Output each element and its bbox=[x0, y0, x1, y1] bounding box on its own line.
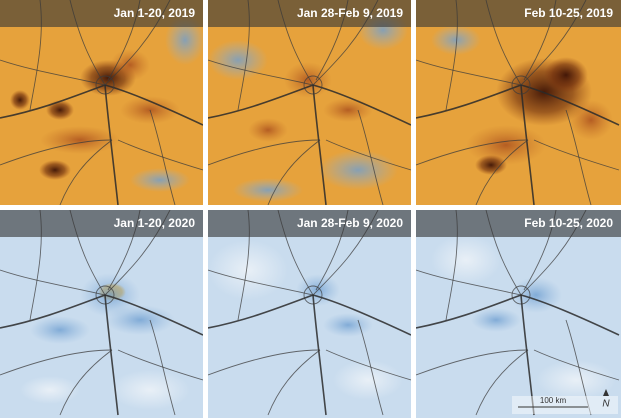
map-content: Feb 10-25, 2019 bbox=[416, 0, 621, 205]
panel-label: Jan 1-20, 2020 bbox=[114, 216, 196, 230]
concentration-area bbox=[323, 313, 373, 337]
concentration-area bbox=[10, 90, 30, 110]
concentration-area bbox=[165, 15, 203, 65]
concentration-area bbox=[39, 160, 71, 180]
map-panel: Jan 28-Feb 9, 2019 bbox=[208, 0, 411, 205]
concentration-area bbox=[80, 273, 140, 317]
concentration-area bbox=[20, 376, 80, 404]
map-content: Jan 28-Feb 9, 2019 bbox=[208, 0, 411, 205]
map-content: Jan 28-Feb 9, 2020 bbox=[208, 210, 411, 418]
concentration-area bbox=[130, 168, 190, 192]
label-bar bbox=[416, 210, 621, 237]
concentration-area bbox=[46, 100, 74, 120]
concentration-area bbox=[208, 40, 268, 80]
concentration-area bbox=[248, 118, 288, 142]
label-bar bbox=[208, 210, 411, 237]
label-bar bbox=[416, 0, 621, 27]
map-panel: Jan 1-20, 2019 bbox=[0, 0, 203, 205]
concentration-area bbox=[284, 62, 332, 98]
concentration-area bbox=[110, 370, 190, 410]
map-panel: Jan 1-20, 2020 bbox=[0, 210, 203, 418]
concentration-area bbox=[510, 277, 562, 313]
label-bar bbox=[0, 210, 203, 237]
north-arrow bbox=[603, 389, 609, 396]
scale-label: 100 km bbox=[540, 396, 567, 405]
map-panel: Feb 10-25, 2020 bbox=[416, 210, 621, 418]
concentration-area bbox=[30, 316, 90, 344]
concentration-area bbox=[431, 235, 501, 285]
concentration-area bbox=[544, 57, 588, 93]
map-panel: Jan 28-Feb 9, 2020 bbox=[208, 210, 411, 418]
map-panel: Feb 10-25, 2019 bbox=[416, 0, 621, 205]
panel-label: Jan 28-Feb 9, 2019 bbox=[297, 6, 403, 20]
panel-label: Jan 1-20, 2019 bbox=[114, 6, 196, 20]
scale-bar-bg bbox=[512, 396, 618, 414]
concentration-area bbox=[475, 155, 507, 175]
label-bar bbox=[208, 0, 411, 27]
panel-label: Jan 28-Feb 9, 2020 bbox=[297, 216, 403, 230]
concentration-area bbox=[536, 360, 616, 400]
concentration-area bbox=[323, 98, 373, 122]
panel-label: Feb 10-25, 2020 bbox=[524, 216, 613, 230]
concentration-area bbox=[208, 240, 288, 300]
concentration-area bbox=[431, 25, 481, 55]
north-label: N bbox=[602, 399, 610, 410]
concentration-area bbox=[110, 49, 150, 81]
concentration-area bbox=[471, 308, 521, 332]
label-bar bbox=[0, 0, 203, 27]
concentration-area bbox=[318, 150, 398, 190]
map-content: Jan 1-20, 2020 bbox=[0, 210, 203, 418]
map-content: Feb 10-25, 2020 bbox=[416, 210, 621, 418]
concentration-area bbox=[233, 178, 303, 202]
concentration-area bbox=[569, 100, 613, 140]
map-content: Jan 1-20, 2019 bbox=[0, 0, 203, 205]
panel-label: Feb 10-25, 2019 bbox=[524, 6, 613, 20]
concentration-area bbox=[333, 360, 403, 400]
concentration-area bbox=[105, 305, 175, 335]
